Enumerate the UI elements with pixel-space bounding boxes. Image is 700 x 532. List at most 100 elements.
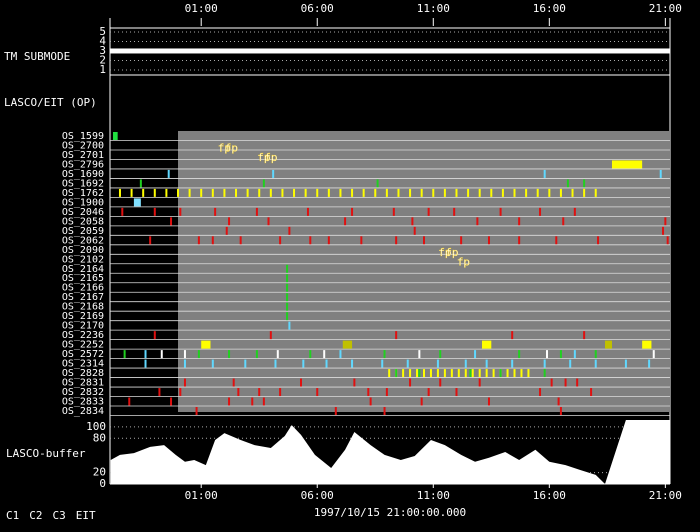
event: [506, 369, 509, 378]
event: [118, 188, 121, 197]
event: [406, 359, 409, 368]
event: [385, 388, 388, 397]
os-label: OS_2572: [62, 349, 104, 360]
os-label: OS_2236: [62, 330, 104, 341]
event: [232, 378, 235, 387]
event: [374, 188, 377, 197]
event: [432, 188, 435, 197]
buffer-tick-label: 0: [99, 477, 106, 490]
time-tick-label: 16:00: [533, 489, 566, 502]
event: [420, 188, 423, 197]
os-label: OS_2046: [62, 207, 104, 218]
event: [492, 369, 495, 378]
event: [179, 207, 182, 216]
tm-label: TM SUBMODE: [4, 50, 70, 63]
event: [170, 217, 173, 226]
event: [573, 207, 576, 216]
time-tick-label: 21:00: [649, 489, 682, 502]
event: [197, 236, 200, 245]
event: [353, 378, 356, 387]
event: [288, 321, 291, 330]
event: [571, 188, 574, 197]
event: [153, 331, 156, 340]
fp-tag: fp: [218, 141, 231, 154]
event: [383, 407, 386, 415]
span: [113, 132, 118, 140]
event: [427, 207, 430, 216]
span: [482, 340, 492, 349]
tm-tick-label: 1: [99, 63, 106, 76]
event: [550, 378, 553, 387]
event: [499, 369, 502, 378]
event: [597, 236, 600, 245]
event: [548, 188, 551, 197]
legend-entry: EIT: [76, 509, 96, 522]
time-tick-label: 06:00: [301, 489, 334, 502]
event: [309, 236, 312, 245]
event: [418, 350, 421, 359]
event: [464, 369, 467, 378]
event: [142, 188, 145, 197]
event: [344, 217, 347, 226]
event: [367, 388, 370, 397]
os-label: OS_2831: [62, 378, 104, 389]
event: [258, 188, 261, 197]
event: [536, 188, 539, 197]
event: [545, 350, 548, 359]
event: [244, 359, 247, 368]
event: [170, 397, 173, 406]
buffer-tick-label: 20: [93, 466, 106, 479]
event: [262, 179, 265, 188]
time-tick-label: 21:00: [649, 2, 682, 15]
span: [342, 340, 353, 349]
event: [362, 188, 365, 197]
event: [511, 359, 514, 368]
os-label: OS_1690: [62, 169, 104, 180]
event: [422, 236, 425, 245]
event: [474, 350, 477, 359]
event: [211, 236, 214, 245]
time-tick-label: 16:00: [533, 2, 566, 15]
event: [476, 217, 479, 226]
event: [293, 188, 296, 197]
os-label: OS_1692: [62, 178, 104, 189]
event: [583, 188, 586, 197]
event: [360, 236, 363, 245]
event: [392, 207, 395, 216]
event: [453, 207, 456, 216]
event: [176, 188, 179, 197]
event: [281, 188, 284, 197]
event: [195, 407, 198, 415]
date-label: 1997/10/15 21:00:00.000: [314, 506, 466, 519]
event: [276, 350, 279, 359]
os-label: OS_2102: [62, 254, 104, 265]
event: [262, 397, 265, 406]
event: [455, 188, 458, 197]
event: [144, 359, 147, 368]
event: [223, 188, 226, 197]
event: [183, 378, 186, 387]
event: [267, 217, 270, 226]
event: [197, 350, 200, 359]
event: [566, 179, 569, 188]
event: [183, 350, 186, 359]
event: [555, 236, 558, 245]
event: [351, 359, 354, 368]
event: [255, 350, 258, 359]
event: [165, 188, 168, 197]
event: [659, 169, 662, 178]
event: [513, 369, 516, 378]
event: [383, 350, 386, 359]
os-label: OS_2169: [62, 311, 104, 322]
event: [288, 226, 291, 235]
event: [467, 188, 470, 197]
legend-entry: C2: [29, 509, 42, 522]
event: [666, 236, 669, 245]
event: [499, 207, 502, 216]
fp-tag: fp: [257, 151, 270, 164]
event: [543, 169, 546, 178]
os-label: OS_2796: [62, 159, 104, 170]
event: [144, 350, 147, 359]
event: [397, 188, 400, 197]
os-label: OS_2168: [62, 302, 104, 313]
